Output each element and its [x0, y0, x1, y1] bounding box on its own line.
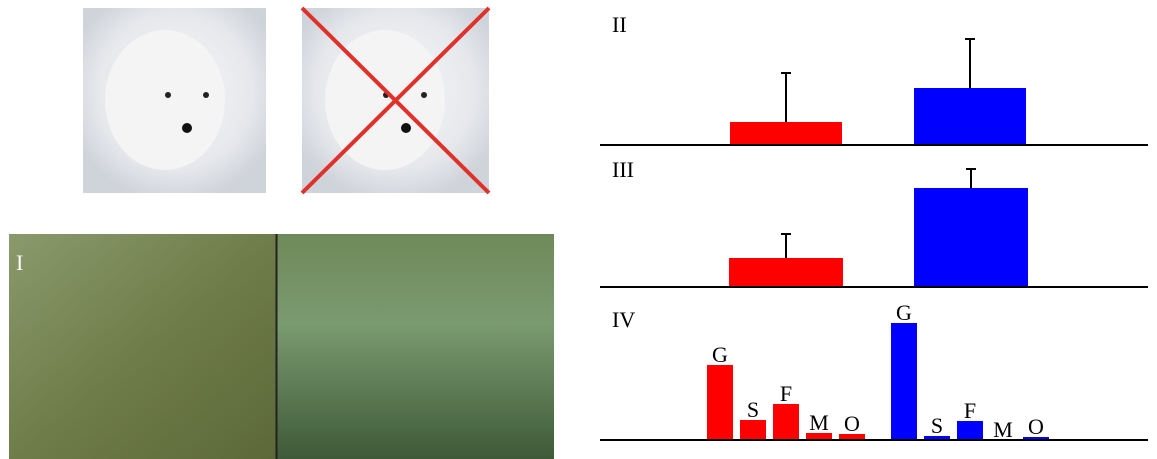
error-bar [781, 72, 791, 122]
bar-letter: F [780, 381, 792, 406]
bar [914, 188, 1028, 287]
bar [914, 88, 1026, 145]
error-bar [966, 168, 976, 188]
panel-label: I [16, 250, 23, 275]
bar-letter: M [809, 410, 829, 435]
bar [729, 258, 843, 287]
bar [707, 365, 733, 440]
bar [1023, 437, 1049, 440]
fox-photo-crossed [300, 6, 491, 195]
bar [891, 323, 917, 440]
panel-label: IV [612, 307, 635, 332]
bar [740, 420, 766, 440]
bar-letter: G [896, 300, 912, 325]
bar [924, 436, 950, 440]
bar-letter: M [993, 417, 1013, 442]
bar-letter: F [964, 398, 976, 423]
bar [730, 122, 842, 145]
bar-letter: S [931, 413, 943, 438]
fox-photo [83, 8, 266, 193]
error-bar [781, 233, 791, 258]
bar-letter: G [712, 342, 728, 367]
bar-letter: O [1028, 414, 1044, 439]
landscape-photo: I [9, 234, 554, 459]
panel-label: II [612, 12, 627, 37]
bar [806, 433, 832, 440]
panel-label: III [612, 157, 634, 182]
bar [839, 434, 865, 440]
bar [773, 404, 799, 440]
error-bar [965, 38, 975, 88]
bar [957, 421, 983, 440]
bar-letter: S [747, 397, 759, 422]
bar-letter: O [844, 411, 860, 436]
